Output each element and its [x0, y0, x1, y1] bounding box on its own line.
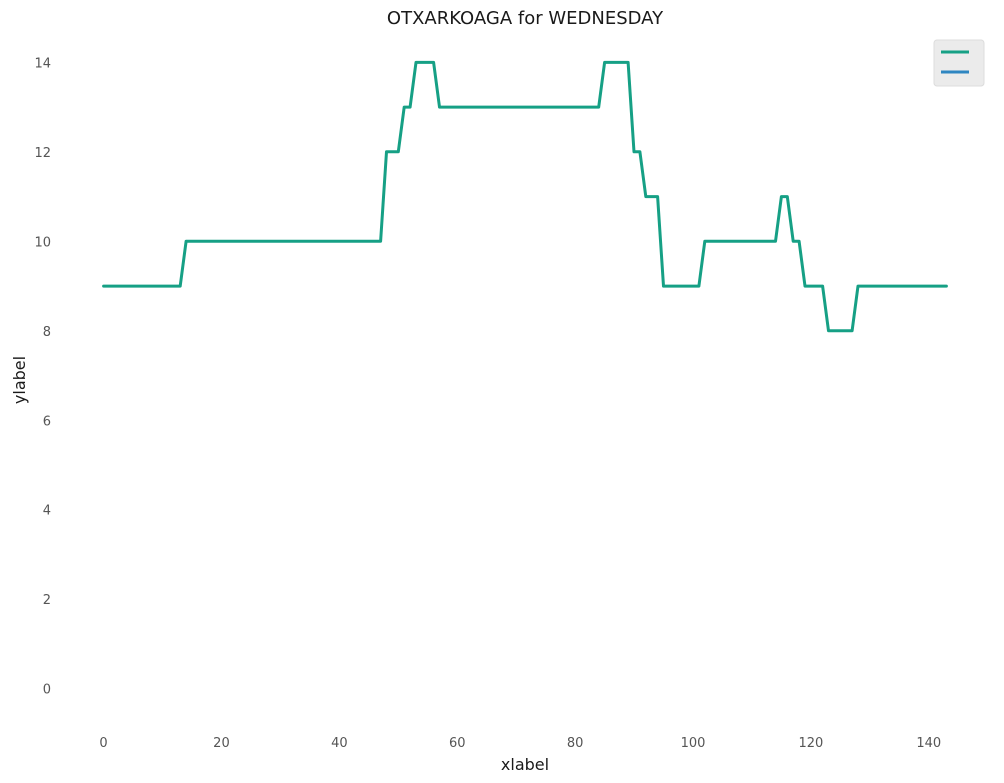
- y-tick-label: 6: [43, 414, 51, 429]
- y-tick-label: 8: [43, 325, 51, 340]
- y-axis-ticks: 0 2 4 6 8 10 12 14: [34, 56, 51, 697]
- y-tick-label: 10: [34, 235, 51, 250]
- x-tick-label: 100: [681, 736, 706, 751]
- y-tick-label: 0: [43, 683, 51, 698]
- chart-title: OTXARKOAGA for WEDNESDAY: [387, 8, 664, 29]
- y-axis-label: ylabel: [10, 356, 29, 404]
- y-tick-label: 12: [34, 146, 51, 161]
- x-tick-label: 60: [449, 736, 466, 751]
- y-tick-label: 4: [43, 504, 51, 519]
- y-tick-label: 2: [43, 593, 51, 608]
- x-tick-label: 40: [331, 736, 348, 751]
- x-axis-label: xlabel: [501, 755, 549, 774]
- series-line-0: [102, 60, 948, 333]
- x-tick-label: 80: [567, 736, 584, 751]
- y-tick-label: 14: [34, 56, 51, 71]
- x-tick-label: 140: [916, 736, 941, 751]
- legend: [933, 39, 985, 87]
- legend-frame: [933, 39, 985, 87]
- x-tick-label: 20: [213, 736, 230, 751]
- x-axis-ticks: 0 20 40 60 80 100 120 140: [99, 736, 941, 751]
- series-layer: [102, 60, 948, 333]
- x-tick-label: 0: [99, 736, 107, 751]
- x-tick-label: 120: [798, 736, 823, 751]
